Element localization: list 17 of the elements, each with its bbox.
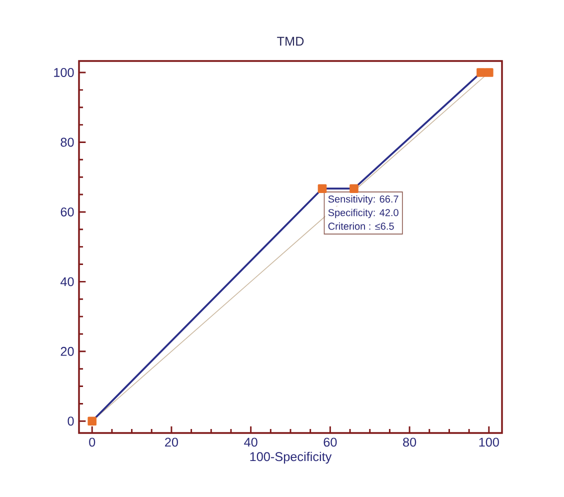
x-tick-label: 60 [324,438,337,447]
x-tick-label: 80 [403,438,416,447]
x-tick-label: 0 [89,438,96,447]
x-tick-label: 100 [479,438,499,447]
x-tick-label: 20 [165,438,178,447]
x-axis-title: 100-Specificity [250,452,332,464]
y-tick-label: 100 [54,68,74,77]
y-tick-label: 60 [60,207,74,216]
x-tick-label: 40 [244,438,258,447]
y-tick-label: 80 [60,138,74,147]
y-tick-label: 20 [60,346,74,356]
annotation: Criterion : ≤6.5 [328,222,394,230]
y-tick-label: 40 [60,277,74,286]
annotation: Specificity: 42.0 [328,208,398,218]
annotation: Sensitivity: 66.7 [328,195,398,205]
chart-title: TMD [277,36,304,46]
y-tick-label: 0 [68,416,74,426]
